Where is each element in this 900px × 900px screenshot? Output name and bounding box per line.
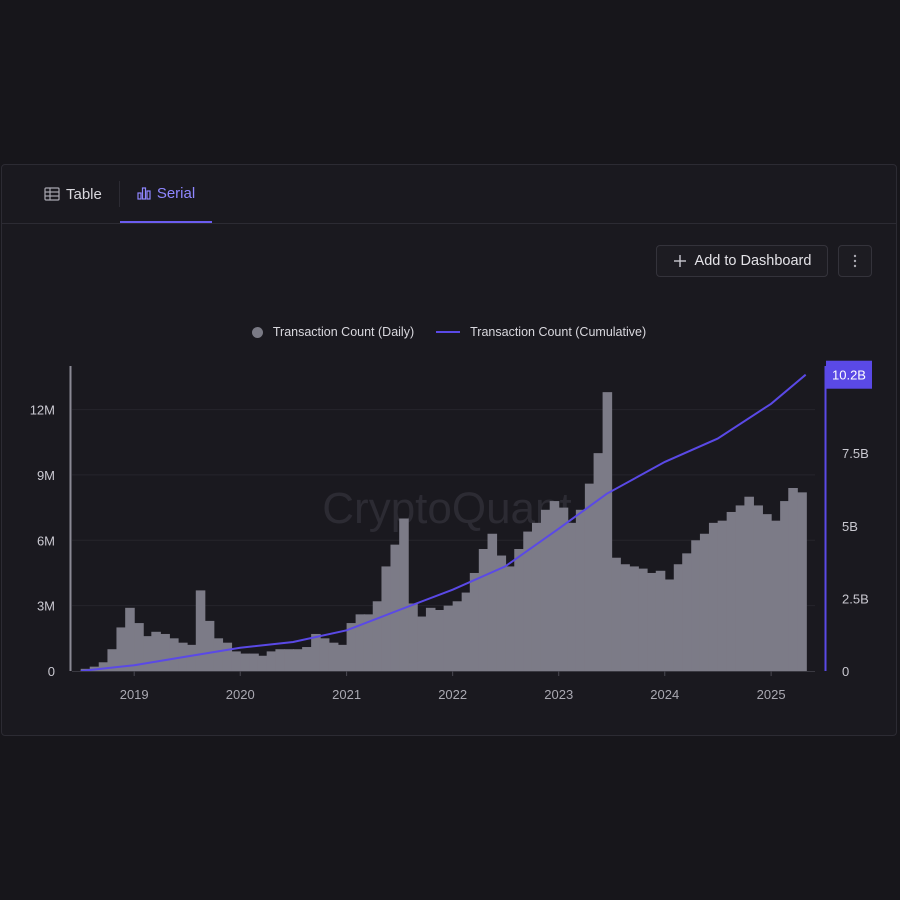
bar-chart-icon xyxy=(137,187,151,200)
chart-legend: Transaction Count (Daily) Transaction Co… xyxy=(2,325,896,339)
legend-daily-label: Transaction Count (Daily) xyxy=(272,325,415,339)
tab-serial[interactable]: Serial xyxy=(120,165,212,223)
legend-item-daily[interactable]: Transaction Count (Daily) xyxy=(251,325,415,339)
view-tabs: Table Serial xyxy=(2,165,896,224)
add-to-dashboard-button[interactable]: Add to Dashboard xyxy=(656,245,828,277)
legend-cumulative-marker xyxy=(436,331,461,333)
chart-card: Table Serial Add to Dashboard Transa xyxy=(1,164,897,736)
tab-table-label: Table xyxy=(66,185,102,203)
tab-serial-label: Serial xyxy=(156,184,196,202)
tab-table[interactable]: Table xyxy=(44,165,102,223)
legend-item-cumulative[interactable]: Transaction Count (Cumulative) xyxy=(436,325,646,339)
table-icon xyxy=(44,187,60,201)
plus-icon xyxy=(673,255,686,267)
tab-divider xyxy=(119,181,120,207)
add-to-dashboard-label: Add to Dashboard xyxy=(694,253,812,269)
more-vertical-icon xyxy=(853,254,857,268)
legend-cumulative-label: Transaction Count (Cumulative) xyxy=(470,325,647,339)
legend-daily-marker xyxy=(251,326,263,338)
more-options-button[interactable] xyxy=(838,245,872,277)
